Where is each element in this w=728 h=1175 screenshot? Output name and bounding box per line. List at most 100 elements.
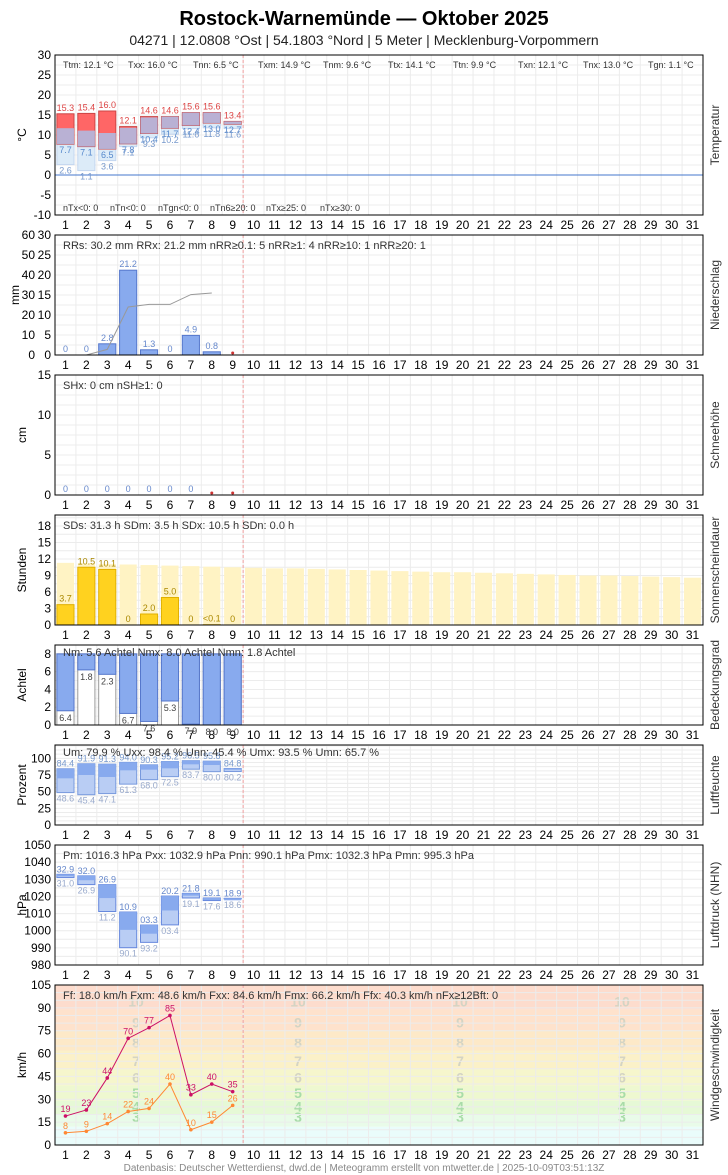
wind-mean-label: 8 [63, 1121, 68, 1131]
y-tick-label: 6 [44, 665, 51, 679]
x-tick-label: 27 [602, 218, 616, 232]
sun-bar [160, 597, 180, 626]
x-tick-label: 15 [351, 218, 365, 232]
x-tick-label: 15 [351, 828, 365, 842]
x-tick-label: 17 [393, 728, 407, 742]
x-tick-label: 8 [208, 968, 215, 982]
pressure-min-label: 18.6 [224, 900, 242, 910]
y-tick-label: 9 [44, 569, 51, 583]
humidity-min-label: 80.0 [203, 773, 221, 783]
x-tick-label: 15 [351, 358, 365, 372]
x-tick-label: 14 [331, 968, 345, 982]
x-tick-label: 24 [540, 968, 554, 982]
y-tick-label: 15 [38, 288, 52, 302]
y-tick-label: 30 [38, 1092, 52, 1106]
x-tick-label: 6 [167, 968, 174, 982]
x-tick-label: 25 [560, 968, 574, 982]
humidity-upper-bar [98, 764, 116, 777]
humidity-upper-bar [224, 768, 242, 770]
x-tick-label: 31 [686, 358, 700, 372]
sunshine-panel-label: Sonnenscheindauer [708, 517, 722, 624]
tmin-label: 7.7 [59, 145, 72, 155]
beaufort-number: 10 [452, 993, 468, 1009]
x-tick-label: 27 [602, 1148, 616, 1162]
wind-unit-label: km/h [15, 1052, 29, 1078]
x-tick-label: 29 [644, 628, 658, 642]
snow-panel-label: Schneehöhe [708, 401, 722, 469]
y-tick-label: 100 [31, 751, 51, 765]
x-tick-label: 8 [208, 728, 215, 742]
x-tick-label: 10 [247, 628, 261, 642]
tmax-label: 15.4 [78, 102, 96, 112]
tmin-inner-label: 1.1 [80, 172, 93, 182]
x-tick-label: 6 [167, 1148, 174, 1162]
beaufort-band [55, 1050, 703, 1069]
x-tick-label: 26 [581, 828, 595, 842]
x-tick-label: 31 [686, 1148, 700, 1162]
x-tick-label: 13 [310, 498, 324, 512]
x-tick-label: 4 [125, 358, 132, 372]
x-tick-label: 14 [331, 628, 345, 642]
sun-possible-bar [119, 564, 137, 625]
precipitation-panel-label: Niederschlag [708, 260, 722, 330]
tmin-bar [161, 116, 179, 129]
cloud-stats: Nm: 5.6 Achtel Nmx: 8.0 Achtel Nmn: 1.8 … [63, 647, 295, 659]
y-tick-label: 0 [44, 718, 51, 732]
wind-gust-point [63, 1114, 68, 1118]
x-tick-label: 25 [560, 828, 574, 842]
x-tick-label: 23 [519, 218, 533, 232]
x-tick-label: 6 [167, 358, 174, 372]
chart-footer: Datenbasis: Deutscher Wetterdienst, dwd.… [124, 1163, 605, 1174]
snow-label: 0 [188, 484, 193, 494]
x-tick-label: 15 [351, 498, 365, 512]
pressure-upper-bar [203, 897, 221, 900]
pressure-max-label: 20.2 [161, 886, 179, 896]
humidity-upper-bar [119, 762, 137, 771]
sun-possible-bar [349, 570, 367, 625]
sun-bar [98, 568, 117, 626]
cloud-label: 5.3 [164, 703, 177, 713]
snow-dot [210, 491, 214, 495]
x-tick-label: 18 [414, 968, 428, 982]
x-tick-label: 3 [104, 218, 111, 232]
pressure-max-label: 26.9 [98, 875, 116, 885]
wind-mean-point [84, 1129, 89, 1134]
temp-stat-bottom: nTgn<0: 0 [158, 203, 199, 213]
temp-stat-bottom: nTn<0: 0 [110, 203, 146, 213]
x-tick-label: 28 [623, 1148, 637, 1162]
y-tick-label: 10 [38, 308, 52, 322]
beaufort-number: 5 [456, 1085, 464, 1101]
x-tick-label: 18 [414, 358, 428, 372]
humidity-min-label: 72.5 [161, 778, 179, 788]
x-tick-label: 5 [146, 968, 153, 982]
cloud-bar [202, 653, 221, 726]
beaufort-number: 3 [456, 1109, 464, 1125]
x-tick-label: 18 [414, 218, 428, 232]
x-tick-label: 6 [167, 628, 174, 642]
x-tick-label: 8 [208, 498, 215, 512]
x-tick-label: 15 [351, 628, 365, 642]
x-tick-label: 9 [229, 218, 236, 232]
pressure-upper-bar [119, 912, 137, 930]
y-tick-label: 0 [44, 488, 51, 502]
x-tick-label: 4 [125, 828, 132, 842]
pressure-min-label: 93.2 [140, 943, 158, 953]
tmin-bar [140, 117, 158, 134]
y-tick-label: 6 [44, 585, 51, 599]
cloud-label: 8.0 [206, 727, 219, 737]
x-tick-label: 12 [289, 1148, 303, 1162]
x-tick-label: 29 [644, 218, 658, 232]
pressure-upper-bar [77, 875, 95, 881]
x-tick-label: 21 [477, 358, 491, 372]
x-tick-label: 6 [167, 728, 174, 742]
y-tick-label: 5 [44, 448, 51, 462]
tmin-bar [56, 128, 75, 145]
temp-stat-bottom: nTx≥25: 0 [266, 203, 306, 213]
pressure-max-label: 32.9 [57, 864, 75, 874]
x-tick-label: 2 [83, 728, 90, 742]
humidity-upper-bar [203, 761, 221, 765]
x-tick-label: 18 [414, 1148, 428, 1162]
x-tick-label: 17 [393, 218, 407, 232]
precipitation-frame [54, 234, 704, 356]
